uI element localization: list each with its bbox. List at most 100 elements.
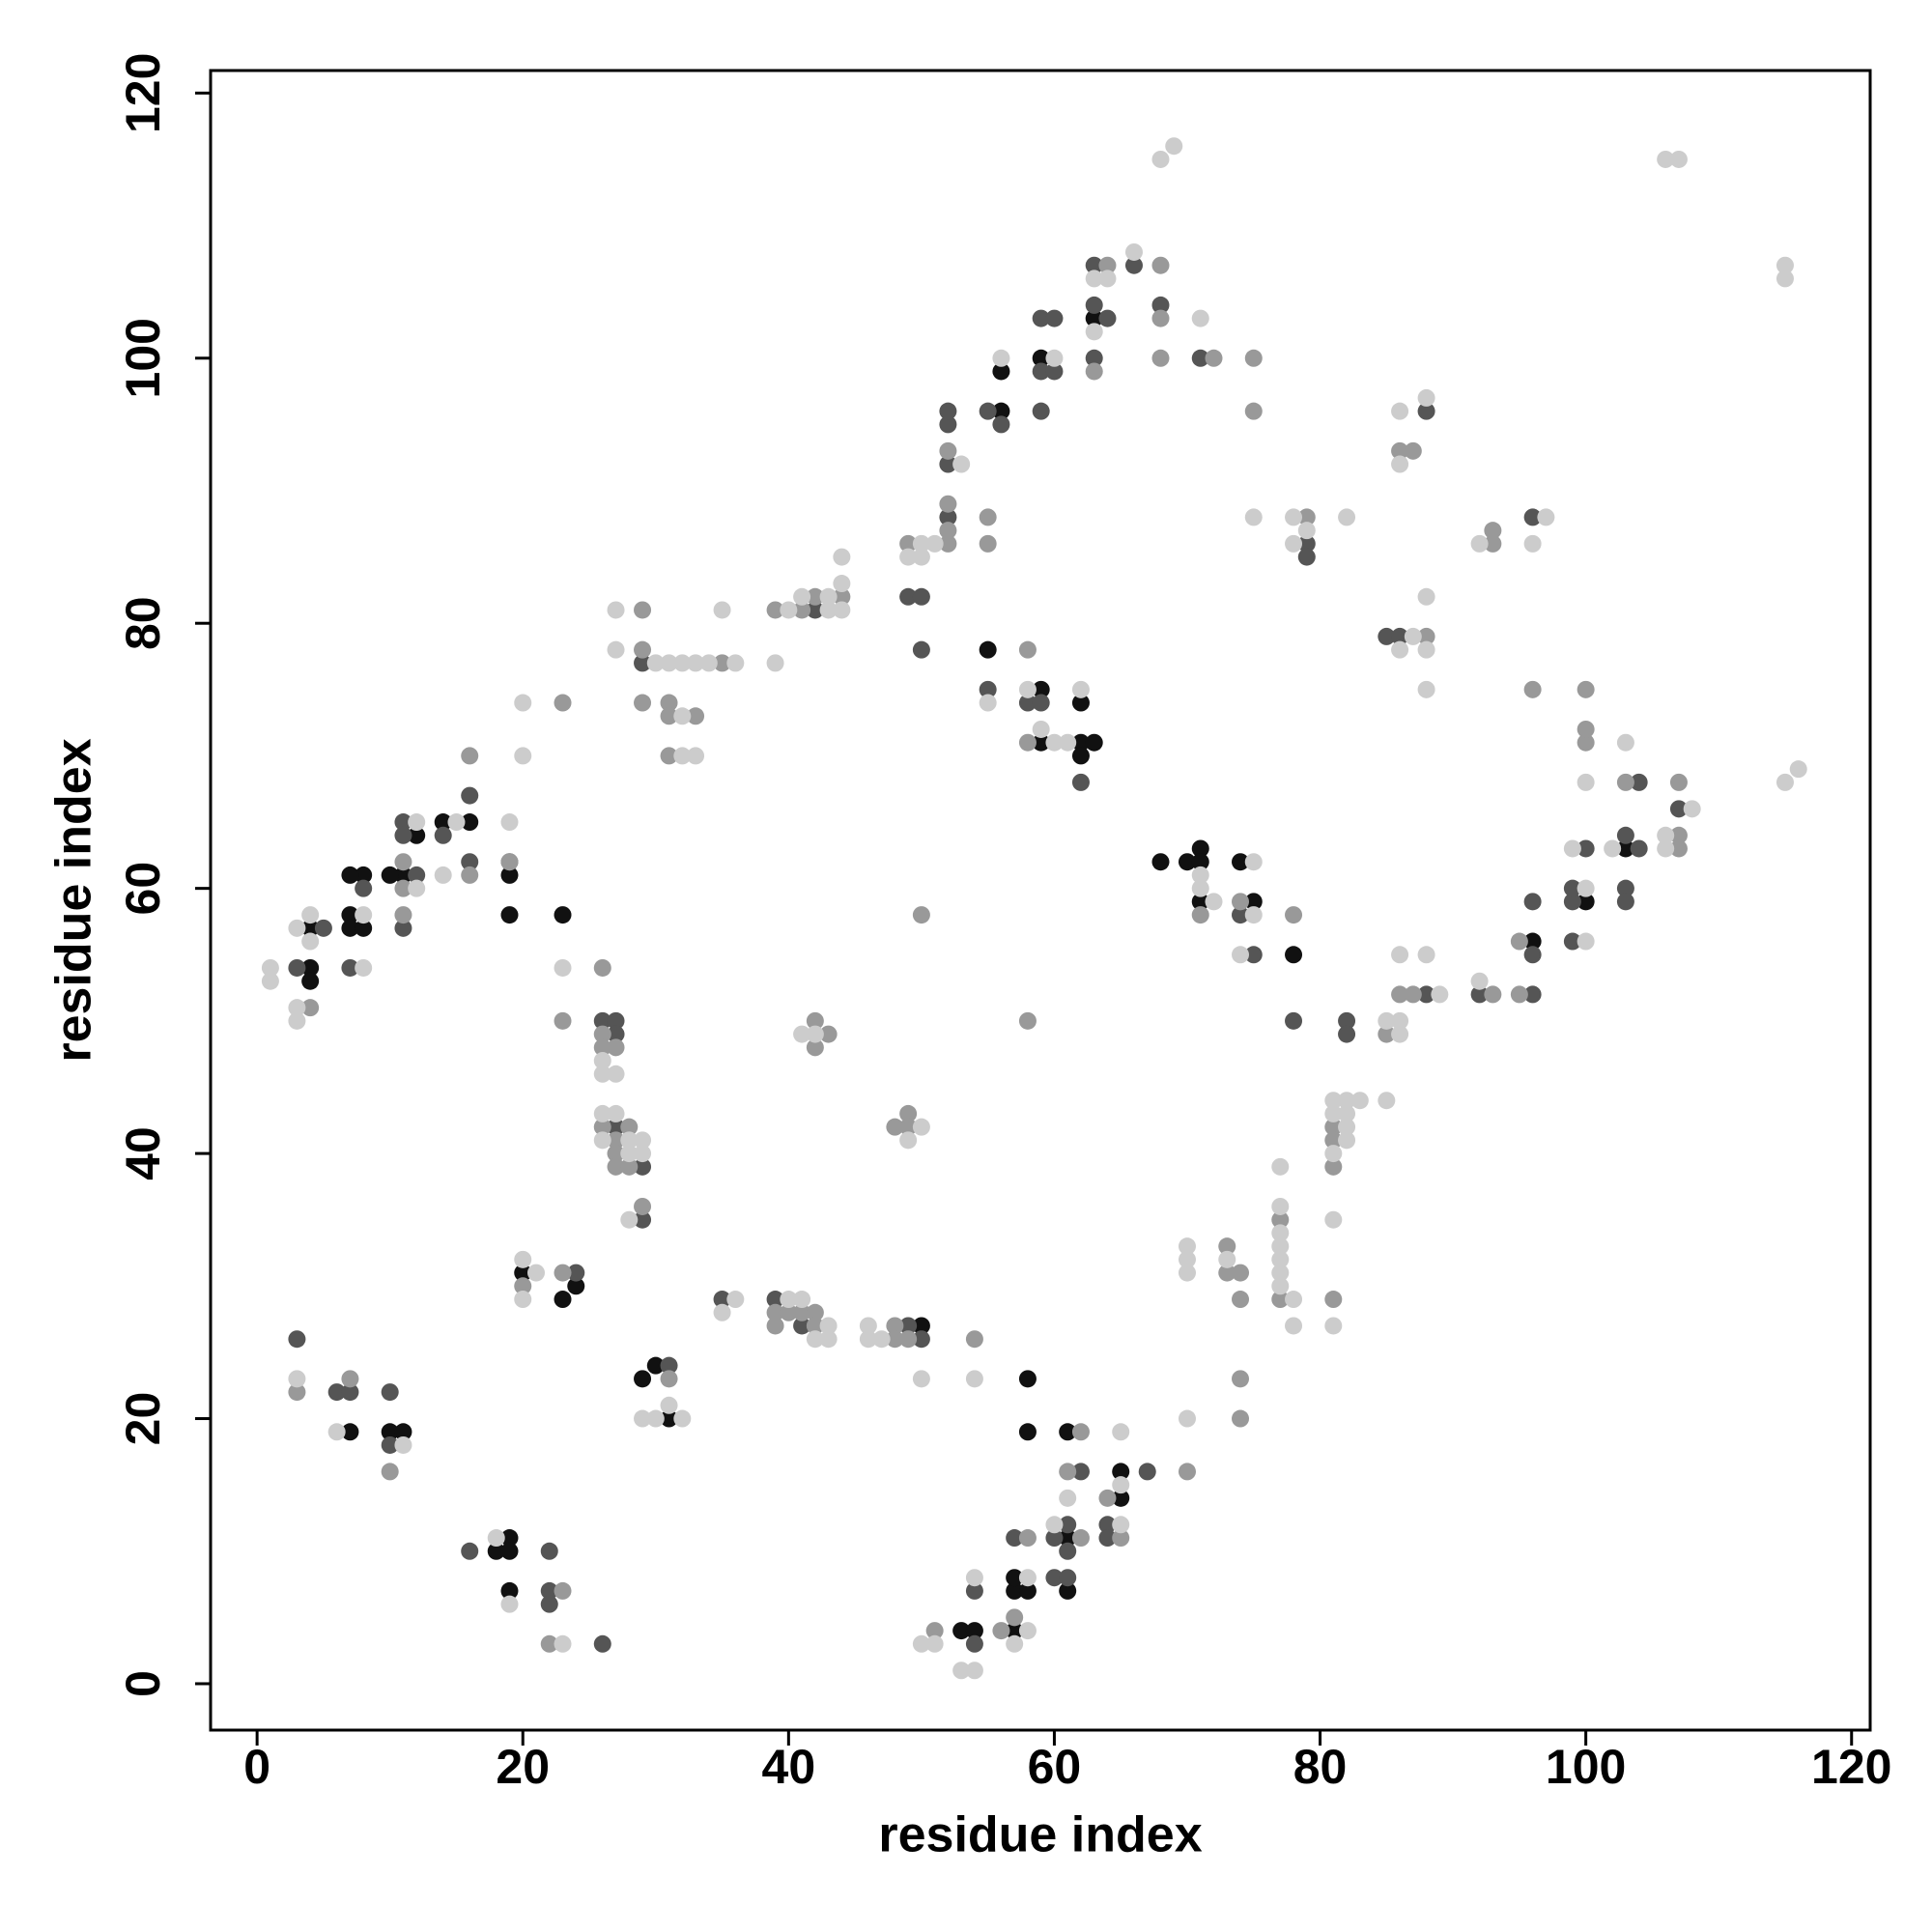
point: [1059, 1542, 1077, 1560]
point: [793, 601, 811, 619]
point: [1297, 508, 1316, 526]
point: [634, 601, 652, 619]
point: [1085, 733, 1103, 752]
point: [660, 1396, 678, 1414]
point: [1112, 1529, 1130, 1548]
point: [886, 1317, 904, 1335]
point: [1244, 402, 1263, 420]
point: [1271, 1237, 1290, 1256]
point: [1324, 1210, 1343, 1229]
point: [301, 932, 320, 951]
point: [1151, 296, 1170, 314]
point: [992, 1622, 1010, 1640]
point: [912, 1370, 930, 1388]
point: [526, 1264, 545, 1282]
point: [952, 1662, 971, 1680]
point: [1085, 256, 1103, 274]
point: [1338, 1104, 1356, 1122]
point: [1032, 402, 1050, 420]
point: [673, 1409, 692, 1428]
point: [1232, 1264, 1250, 1282]
point: [979, 640, 997, 659]
point: [1059, 1489, 1077, 1507]
point: [1577, 932, 1595, 951]
point: [1657, 826, 1675, 844]
point: [1205, 349, 1223, 367]
point: [394, 906, 412, 924]
point: [593, 1011, 611, 1030]
point: [1071, 747, 1090, 765]
point: [1191, 853, 1209, 871]
point: [1071, 733, 1090, 752]
point: [1523, 534, 1542, 553]
y-tick-label: 20: [116, 1392, 170, 1446]
point: [1085, 270, 1103, 288]
point: [1391, 1011, 1409, 1030]
point: [1178, 853, 1196, 871]
y-tick-label: 0: [116, 1670, 170, 1697]
y-tick-label: 40: [116, 1126, 170, 1180]
point: [1018, 733, 1037, 752]
point: [1205, 893, 1223, 911]
point: [394, 826, 412, 844]
point: [912, 1330, 930, 1349]
point: [1018, 1423, 1037, 1441]
point: [1523, 985, 1542, 1004]
x-tick-label: 120: [1811, 1740, 1891, 1794]
point: [593, 1118, 611, 1136]
point: [434, 813, 452, 832]
point: [1124, 256, 1143, 274]
point: [634, 1145, 652, 1163]
point: [634, 1157, 652, 1176]
x-axis-label: residue index: [878, 1807, 1202, 1863]
point: [1285, 534, 1303, 553]
point: [713, 601, 731, 619]
point: [1151, 256, 1170, 274]
point: [833, 548, 851, 566]
point: [1404, 627, 1422, 645]
point: [394, 879, 412, 897]
point: [780, 1303, 798, 1321]
point: [1577, 773, 1595, 791]
point: [434, 826, 452, 844]
point: [886, 1330, 904, 1349]
point: [1616, 839, 1634, 858]
point: [1006, 1622, 1024, 1640]
point: [1178, 1264, 1196, 1282]
point: [872, 1330, 891, 1349]
point: [634, 1409, 652, 1428]
point: [381, 1383, 399, 1402]
point: [1098, 270, 1117, 288]
x-tick-label: 80: [1293, 1740, 1348, 1794]
point: [408, 826, 426, 844]
point: [1045, 733, 1064, 752]
point: [1045, 1529, 1064, 1548]
point: [1523, 932, 1542, 951]
point: [1006, 1529, 1024, 1548]
point: [607, 1038, 625, 1057]
point: [1071, 1529, 1090, 1548]
point: [288, 1370, 306, 1388]
point: [899, 1104, 918, 1122]
point: [394, 813, 412, 832]
point: [1112, 1516, 1130, 1534]
point: [673, 707, 692, 725]
point: [819, 587, 838, 606]
point: [660, 654, 678, 672]
point: [1271, 1157, 1290, 1176]
point: [1098, 1489, 1117, 1507]
point: [1151, 853, 1170, 871]
point: [607, 1131, 625, 1150]
point: [1616, 773, 1634, 791]
point: [355, 919, 373, 937]
point: [1112, 1476, 1130, 1494]
point: [1338, 508, 1356, 526]
point: [1271, 1277, 1290, 1295]
point: [912, 587, 930, 606]
point: [1218, 1264, 1236, 1282]
point: [1324, 1131, 1343, 1150]
y-tick-label: 80: [116, 596, 170, 650]
point: [806, 1025, 824, 1043]
point: [500, 1529, 519, 1548]
